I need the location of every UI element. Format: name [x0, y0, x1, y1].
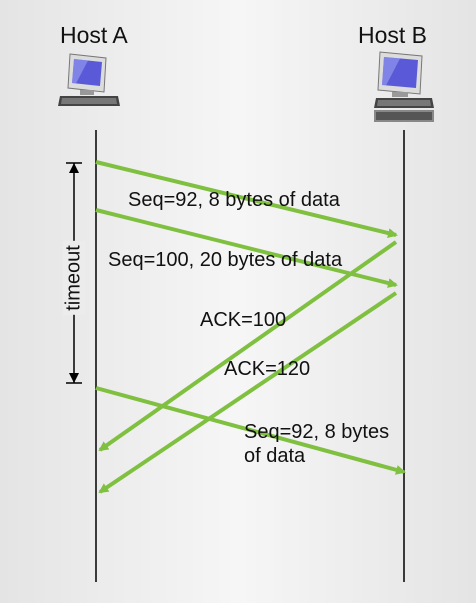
arrow-seq100 [95, 208, 398, 288]
arrow-ack120 [98, 291, 398, 494]
arrow-seq92 [95, 160, 398, 238]
message-ack100-label: ACK=100 [200, 309, 287, 331]
host-a-computer-icon [58, 53, 120, 106]
arrow-seq92-retransmit [95, 386, 406, 475]
message-ack120-label: ACK=120 [224, 358, 311, 380]
message-seq92-label: Seq=92, 8 bytes of data [128, 189, 340, 211]
host-a-label: Host A [60, 22, 128, 48]
arrow-ack100 [98, 240, 398, 452]
host-b-computer-icon [374, 51, 434, 122]
host-b-label: Host B [358, 22, 428, 48]
timeout-label: timeout [62, 241, 86, 315]
message-seq100-label: Seq=100, 20 bytes of data [108, 249, 343, 271]
message-seq92-retransmit-label: Seq=92, 8 bytes of data [244, 421, 390, 467]
